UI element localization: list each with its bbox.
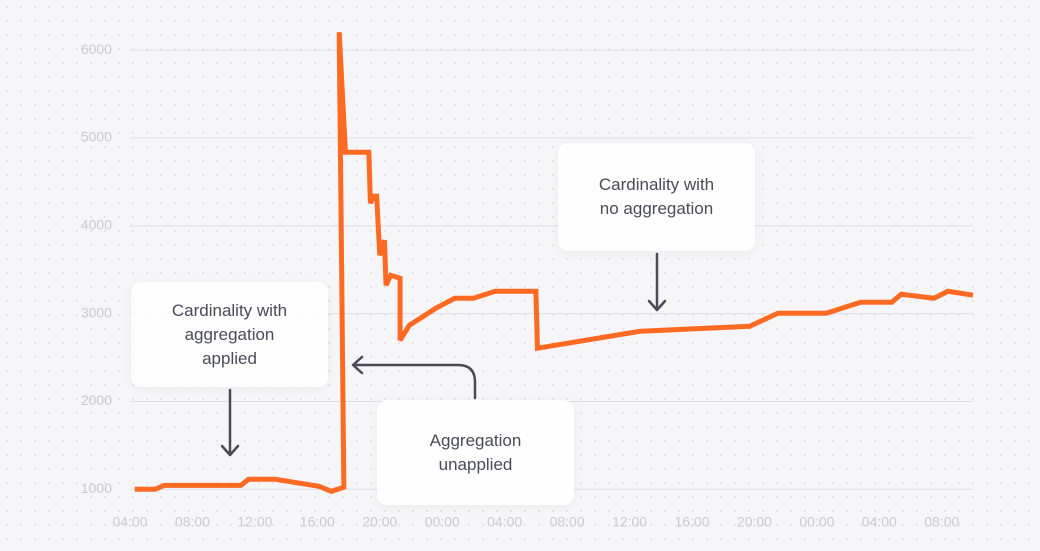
arrows (220, 252, 667, 457)
arrow (647, 252, 667, 312)
x-tick-label: 04:00 (862, 514, 897, 530)
x-tick-label: 16:00 (674, 514, 709, 530)
x-tick-label: 20:00 (362, 514, 397, 530)
x-tick-label: 00:00 (799, 514, 834, 530)
annotation: Aggregation unapplied (377, 400, 574, 505)
x-tick-label: 08:00 (550, 514, 585, 530)
y-tick-label: 4000 (81, 217, 112, 233)
arrow (351, 355, 477, 400)
annotation: Cardinality with aggregation applied (131, 282, 328, 387)
y-tick-label: 5000 (81, 129, 112, 145)
x-tick-label: 04:00 (487, 514, 522, 530)
x-tick-label: 12:00 (612, 514, 647, 530)
x-tick-label: 20:00 (737, 514, 772, 530)
data-line (134, 32, 974, 494)
x-tick-label: 12:00 (237, 514, 272, 530)
x-tick-label: 08:00 (924, 514, 959, 530)
arrow (220, 388, 240, 457)
x-tick-label: 16:00 (300, 514, 335, 530)
y-tick-label: 2000 (81, 392, 112, 408)
y-tick-label: 1000 (81, 480, 112, 496)
x-tick-label: 08:00 (175, 514, 210, 530)
x-tick-label: 04:00 (112, 514, 147, 530)
y-tick-label: 3000 (81, 304, 112, 320)
y-tick-label: 6000 (81, 41, 112, 57)
x-tick-label: 00:00 (425, 514, 460, 530)
annotation: Cardinality with no aggregation (558, 143, 755, 251)
